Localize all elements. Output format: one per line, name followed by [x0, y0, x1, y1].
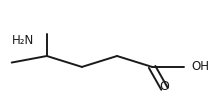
Text: OH: OH	[191, 60, 209, 73]
Text: H₂N: H₂N	[12, 34, 34, 47]
Text: O: O	[160, 80, 169, 93]
